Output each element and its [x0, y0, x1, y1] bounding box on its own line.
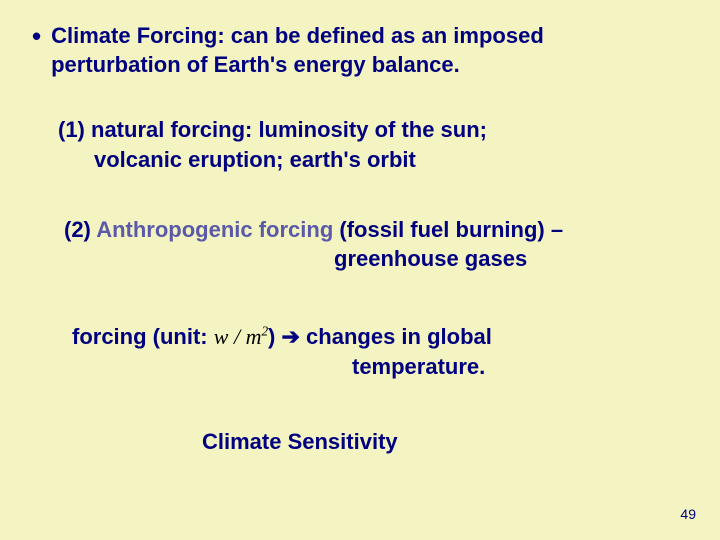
forcing-unit-formula: w / m2: [214, 322, 268, 352]
line-3-light: Anthropogenic forcing: [96, 217, 339, 242]
unit-exp: 2: [261, 324, 268, 339]
arrow-icon: ➔: [282, 324, 300, 349]
line-4-pre: forcing (unit:: [72, 324, 214, 349]
unit-slash: /: [228, 324, 245, 349]
paragraph-2: (1) natural forcing: luminosity of the s…: [58, 115, 688, 174]
line-3b: greenhouse gases: [334, 244, 527, 274]
line-3-rest: (fossil fuel burning) –: [339, 217, 563, 242]
line-4-post: ): [268, 324, 281, 349]
unit-w: w: [214, 324, 229, 349]
line-2b: volcanic eruption; earth's orbit: [94, 145, 416, 175]
line-4-end: changes in global: [300, 324, 492, 349]
bullet-icon: •: [32, 26, 41, 46]
line-5: Climate Sensitivity: [202, 429, 398, 454]
line-3-prefix: (2): [64, 217, 96, 242]
line-1a: Climate Forcing: can be defined as an im…: [51, 23, 544, 48]
slide-body: • Climate Forcing: can be defined as an …: [0, 0, 720, 540]
paragraph-5: Climate Sensitivity: [202, 429, 688, 455]
bullet-block: • Climate Forcing: can be defined as an …: [32, 22, 688, 79]
paragraph-1: Climate Forcing: can be defined as an im…: [51, 22, 544, 79]
paragraph-3: (2) Anthropogenic forcing (fossil fuel b…: [64, 215, 688, 274]
line-4b: temperature.: [352, 352, 485, 382]
paragraph-4: forcing (unit: w / m2) ➔ changes in glob…: [72, 322, 688, 381]
unit-m: m: [246, 324, 262, 349]
line-2a: (1) natural forcing: luminosity of the s…: [58, 117, 487, 142]
page-number: 49: [680, 506, 696, 522]
line-1b: perturbation of Earth's energy balance.: [51, 52, 460, 77]
